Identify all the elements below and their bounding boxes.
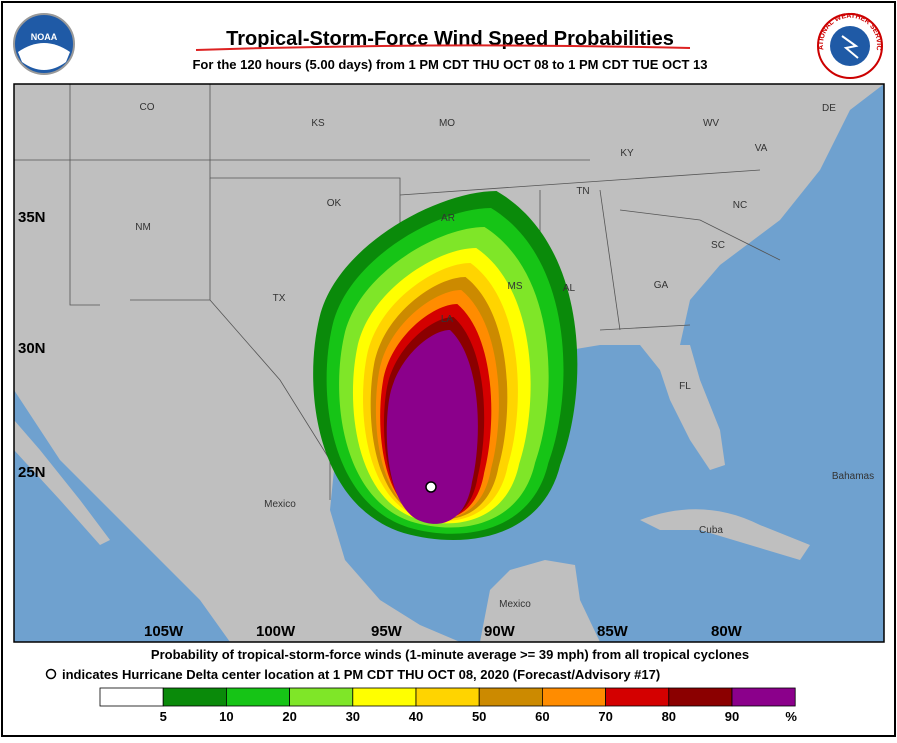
- subtitle: For the 120 hours (5.00 days) from 1 PM …: [192, 57, 707, 72]
- storm-center: [425, 481, 437, 493]
- place-label: FL: [679, 381, 691, 392]
- noaa-text: NOAA: [31, 32, 58, 42]
- place-label: TN: [576, 186, 589, 197]
- lon-label: 105W: [144, 623, 184, 640]
- legend-label: 50: [472, 709, 486, 724]
- place-labels: CO KS MO KY WV VA NC TN AR OK NM TX MS A…: [135, 102, 874, 610]
- yucatan: [480, 560, 600, 642]
- lon-label: 80W: [711, 623, 743, 640]
- cuba: [640, 509, 810, 560]
- title: Tropical-Storm-Force Wind Speed Probabil…: [226, 28, 674, 50]
- title-underline: [195, 44, 691, 51]
- place-label: MO: [439, 118, 455, 129]
- place-label: Bahamas: [832, 471, 874, 482]
- legend-label: 80: [662, 709, 676, 724]
- place-label: GA: [654, 280, 669, 291]
- lon-label: 85W: [597, 623, 629, 640]
- legend-swatch: [605, 687, 670, 707]
- legend-label: 90: [725, 709, 739, 724]
- baja: [14, 420, 110, 545]
- place-label: WV: [703, 118, 719, 129]
- place-label: Mexico: [264, 499, 296, 510]
- footer-line2: indicates Hurricane Delta center locatio…: [62, 667, 660, 682]
- place-label: NM: [135, 222, 151, 233]
- pacific: [14, 390, 230, 642]
- legend-swatch: [731, 687, 796, 707]
- legend-label: 20: [282, 709, 296, 724]
- place-label: KS: [311, 118, 325, 129]
- legend-label: 70: [598, 709, 612, 724]
- noaa-logo: NOAA: [13, 13, 75, 75]
- center-symbol: [45, 668, 57, 680]
- lat-label: 30N: [18, 340, 46, 357]
- lat-label: 35N: [18, 209, 46, 226]
- place-label: MS: [508, 281, 523, 292]
- legend-swatch: [162, 687, 227, 707]
- place-label: VA: [755, 143, 768, 154]
- lon-label: 95W: [371, 623, 403, 640]
- place-label: AR: [441, 213, 455, 224]
- map: CO KS MO KY WV VA NC TN AR OK NM TX MS A…: [14, 84, 884, 642]
- legend-label: 40: [409, 709, 423, 724]
- place-label: Cuba: [699, 525, 723, 536]
- footer-line1: Probability of tropical-storm-force wind…: [151, 647, 749, 662]
- place-label: AL: [563, 283, 576, 294]
- place-label: LA: [441, 314, 454, 325]
- legend-label: 10: [219, 709, 233, 724]
- legend-swatch: [289, 687, 354, 707]
- contour: [386, 330, 478, 524]
- place-label: NC: [733, 200, 747, 211]
- legend-label: 60: [535, 709, 549, 724]
- legend-label: 30: [346, 709, 360, 724]
- place-label: Mexico: [499, 599, 531, 610]
- legend-swatch: [542, 687, 607, 707]
- legend-swatch: [352, 687, 417, 707]
- florida: [640, 345, 725, 470]
- lon-label: 100W: [256, 623, 296, 640]
- place-label: SC: [711, 240, 725, 251]
- legend-label: 5: [160, 709, 167, 724]
- legend-swatch: [668, 687, 733, 707]
- probability-contours: [313, 190, 578, 541]
- legend: 5 10 20 30 40 50 60 70 80 90%: [99, 687, 797, 724]
- legend-swatch: [415, 687, 480, 707]
- map-frame: [13, 83, 885, 643]
- place-label: DE: [822, 103, 836, 114]
- place-label: CO: [140, 102, 155, 113]
- legend-swatch: [478, 687, 543, 707]
- lon-label: 90W: [484, 623, 516, 640]
- legend-swatch: [99, 687, 164, 707]
- place-label: KY: [620, 148, 634, 159]
- place-label: TX: [273, 293, 286, 304]
- legend-swatch: [225, 687, 290, 707]
- legend-unit: %: [785, 709, 797, 724]
- place-label: OK: [327, 198, 342, 209]
- lat-label: 25N: [18, 464, 46, 481]
